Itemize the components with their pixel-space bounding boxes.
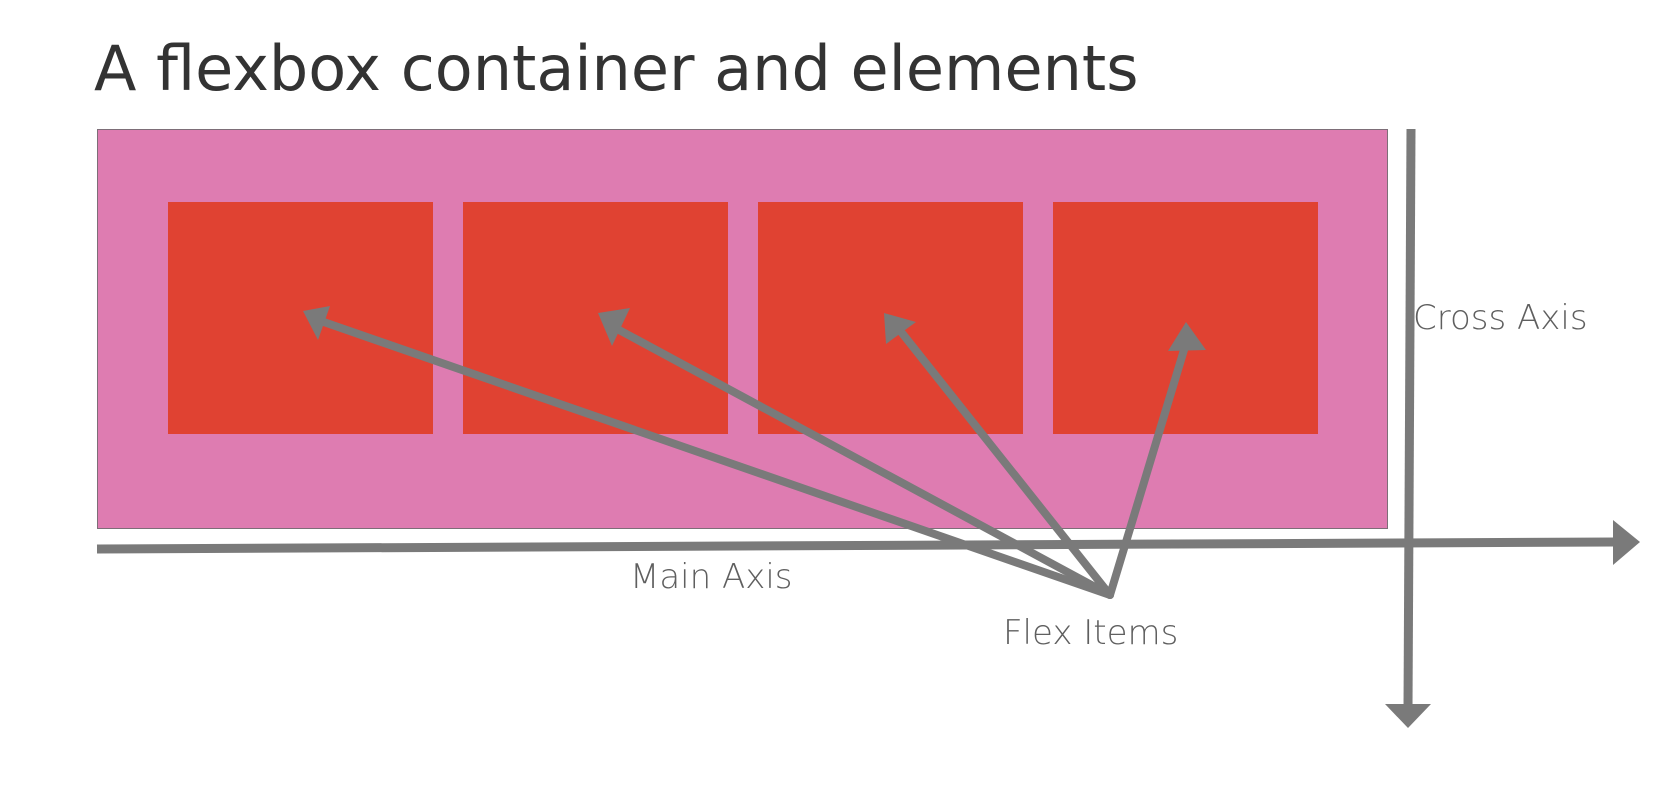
flex-item-1	[168, 202, 433, 434]
main-axis-arrow	[96, 520, 1640, 565]
pointer-arrow-3	[884, 313, 1114, 599]
cross-axis-label: Cross Axis	[1413, 298, 1588, 338]
pointer-arrow-1	[303, 306, 1114, 599]
cross-axis-arrow	[1385, 128, 1431, 728]
flex-items-label: Flex Items	[1003, 613, 1179, 653]
flex-item-2	[463, 202, 728, 434]
pointer-arrow-4	[1106, 322, 1206, 599]
pointer-arrow-2	[598, 308, 1114, 599]
page-title: A flexbox container and elements	[94, 32, 1139, 105]
flex-item-4	[1053, 202, 1318, 434]
main-axis-label: Main Axis	[630, 557, 793, 597]
